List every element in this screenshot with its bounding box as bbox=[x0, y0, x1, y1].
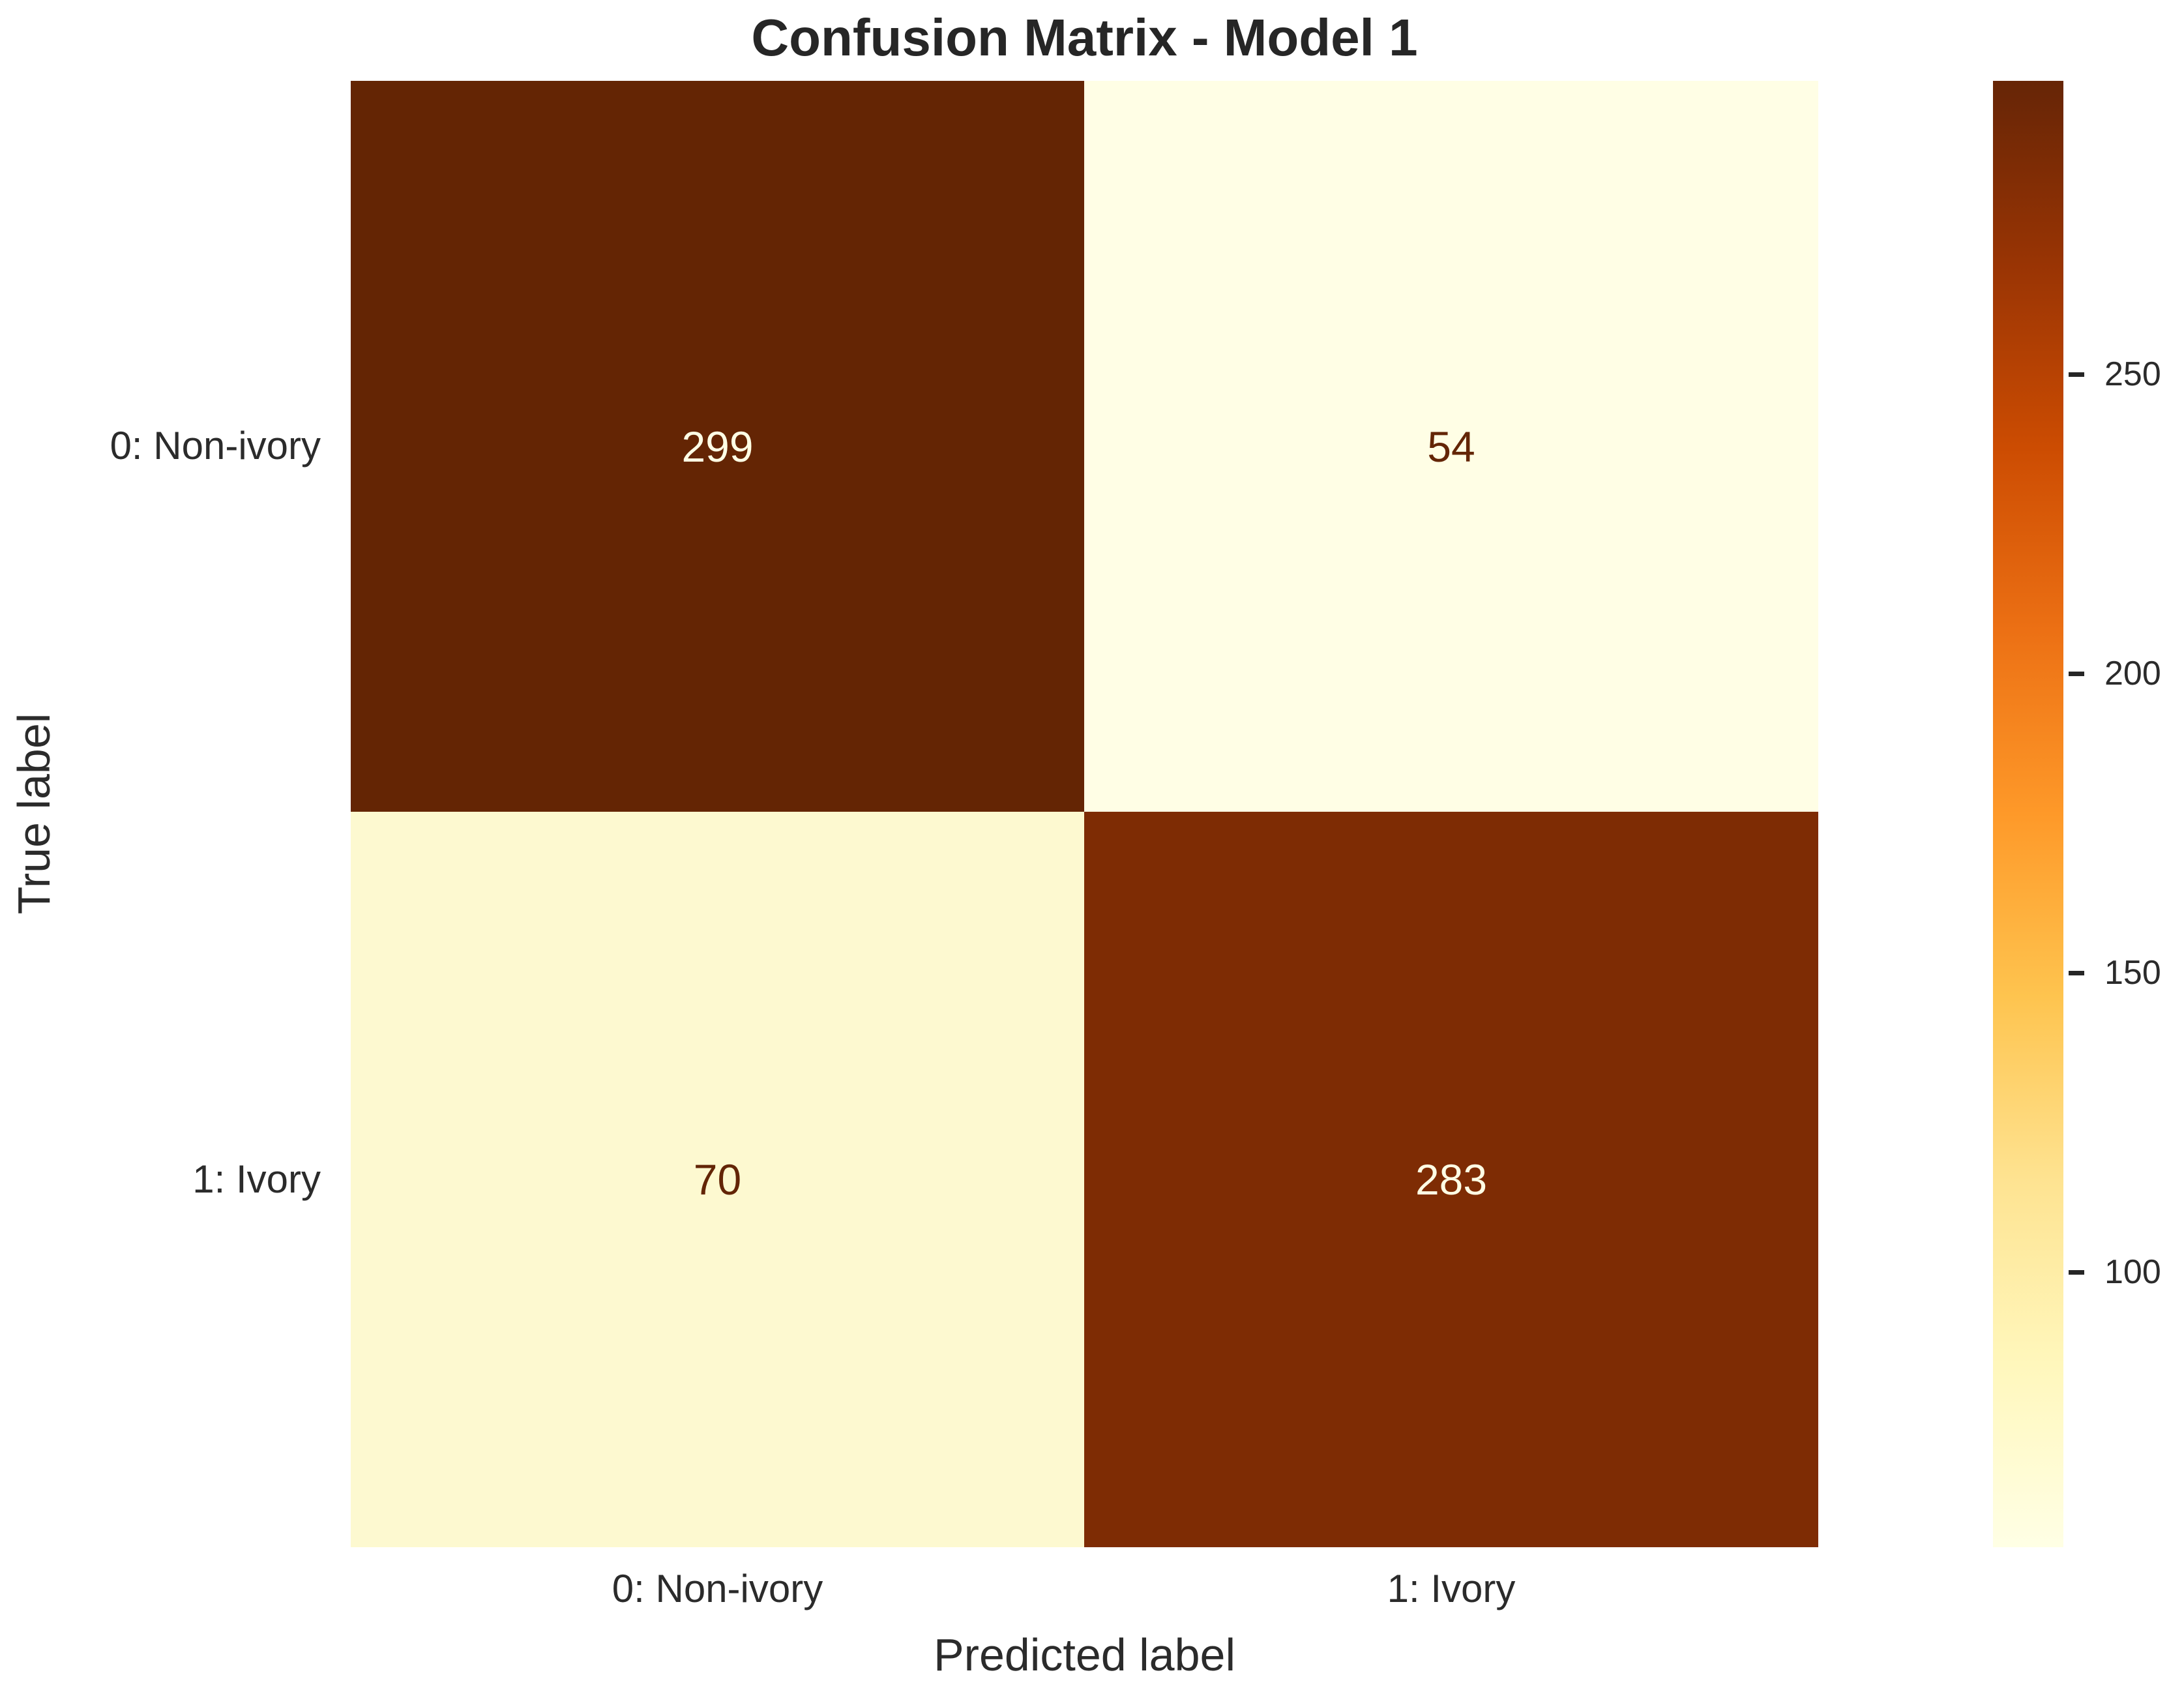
colorbar-tick-mark-200 bbox=[2069, 672, 2084, 676]
colorbar-tick-label-200: 200 bbox=[2104, 655, 2161, 692]
heatmap-grid: 299 54 70 283 bbox=[351, 81, 1818, 1547]
chart-title: Confusion Matrix - Model 1 bbox=[751, 8, 1418, 67]
colorbar-tick-label-150: 150 bbox=[2104, 954, 2161, 992]
colorbar-tick-mark-100 bbox=[2069, 1270, 2084, 1275]
x-tick-label-ivory: 1: Ivory bbox=[1387, 1567, 1516, 1610]
heatmap-cell-true1-pred0: 70 bbox=[351, 812, 1084, 1547]
y-tick-label-non-ivory: 0: Non-ivory bbox=[110, 424, 321, 467]
y-tick-label-ivory: 1: Ivory bbox=[192, 1157, 321, 1201]
colorbar-tick-mark-150 bbox=[2069, 971, 2084, 975]
heatmap-cell-true0-pred1: 54 bbox=[1084, 81, 1818, 812]
colorbar-tick-mark-250 bbox=[2069, 372, 2084, 377]
colorbar-tick-label-100: 100 bbox=[2104, 1253, 2161, 1291]
y-axis-label: True label bbox=[8, 713, 59, 915]
colorbar-tick-label-250: 250 bbox=[2104, 355, 2161, 393]
x-tick-label-non-ivory: 0: Non-ivory bbox=[612, 1567, 823, 1610]
heatmap-cell-true1-pred1: 283 bbox=[1084, 812, 1818, 1547]
heatmap-cell-true0-pred0: 299 bbox=[351, 81, 1084, 812]
x-axis-label: Predicted label bbox=[933, 1629, 1236, 1680]
colorbar-gradient bbox=[1993, 81, 2063, 1547]
